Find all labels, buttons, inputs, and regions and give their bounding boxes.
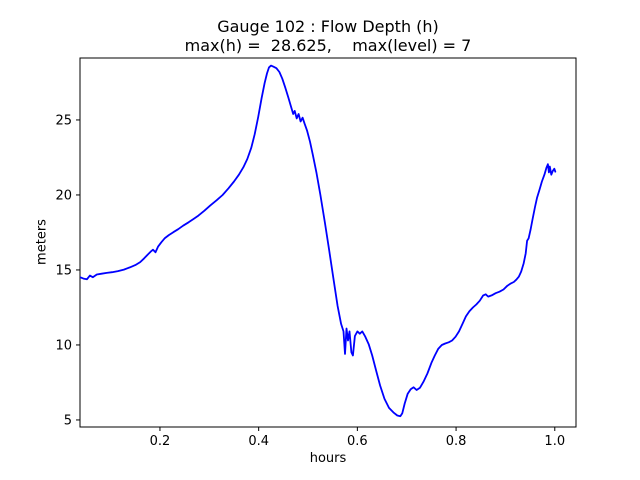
chart-title: Gauge 102 : Flow Depth (h) — [217, 17, 439, 36]
x-tick-label: 0.8 — [446, 434, 467, 449]
flow-depth-line — [80, 64, 557, 418]
x-axis-label: hours — [309, 451, 347, 466]
x-tick-label: 1.0 — [544, 434, 565, 449]
axes-border — [79, 57, 577, 428]
y-tick-label: 20 — [55, 188, 72, 203]
x-tick-label: 0.2 — [150, 434, 171, 449]
tick-layer: 0.2 0.4 0.6 0.8 1.0 5 10 15 20 25 — [55, 113, 565, 448]
y-axis-label: meters — [34, 219, 50, 265]
series-layer — [80, 64, 557, 418]
y-tick-label: 5 — [64, 413, 72, 428]
y-tick-label: 25 — [55, 113, 72, 128]
x-tick-label: 0.6 — [347, 434, 368, 449]
y-tick-label: 15 — [55, 263, 72, 278]
x-tick-label: 0.4 — [248, 434, 269, 449]
y-tick-label: 10 — [55, 338, 72, 353]
chart-subtitle: max(h) = 28.625, max(level) = 7 — [184, 36, 472, 55]
